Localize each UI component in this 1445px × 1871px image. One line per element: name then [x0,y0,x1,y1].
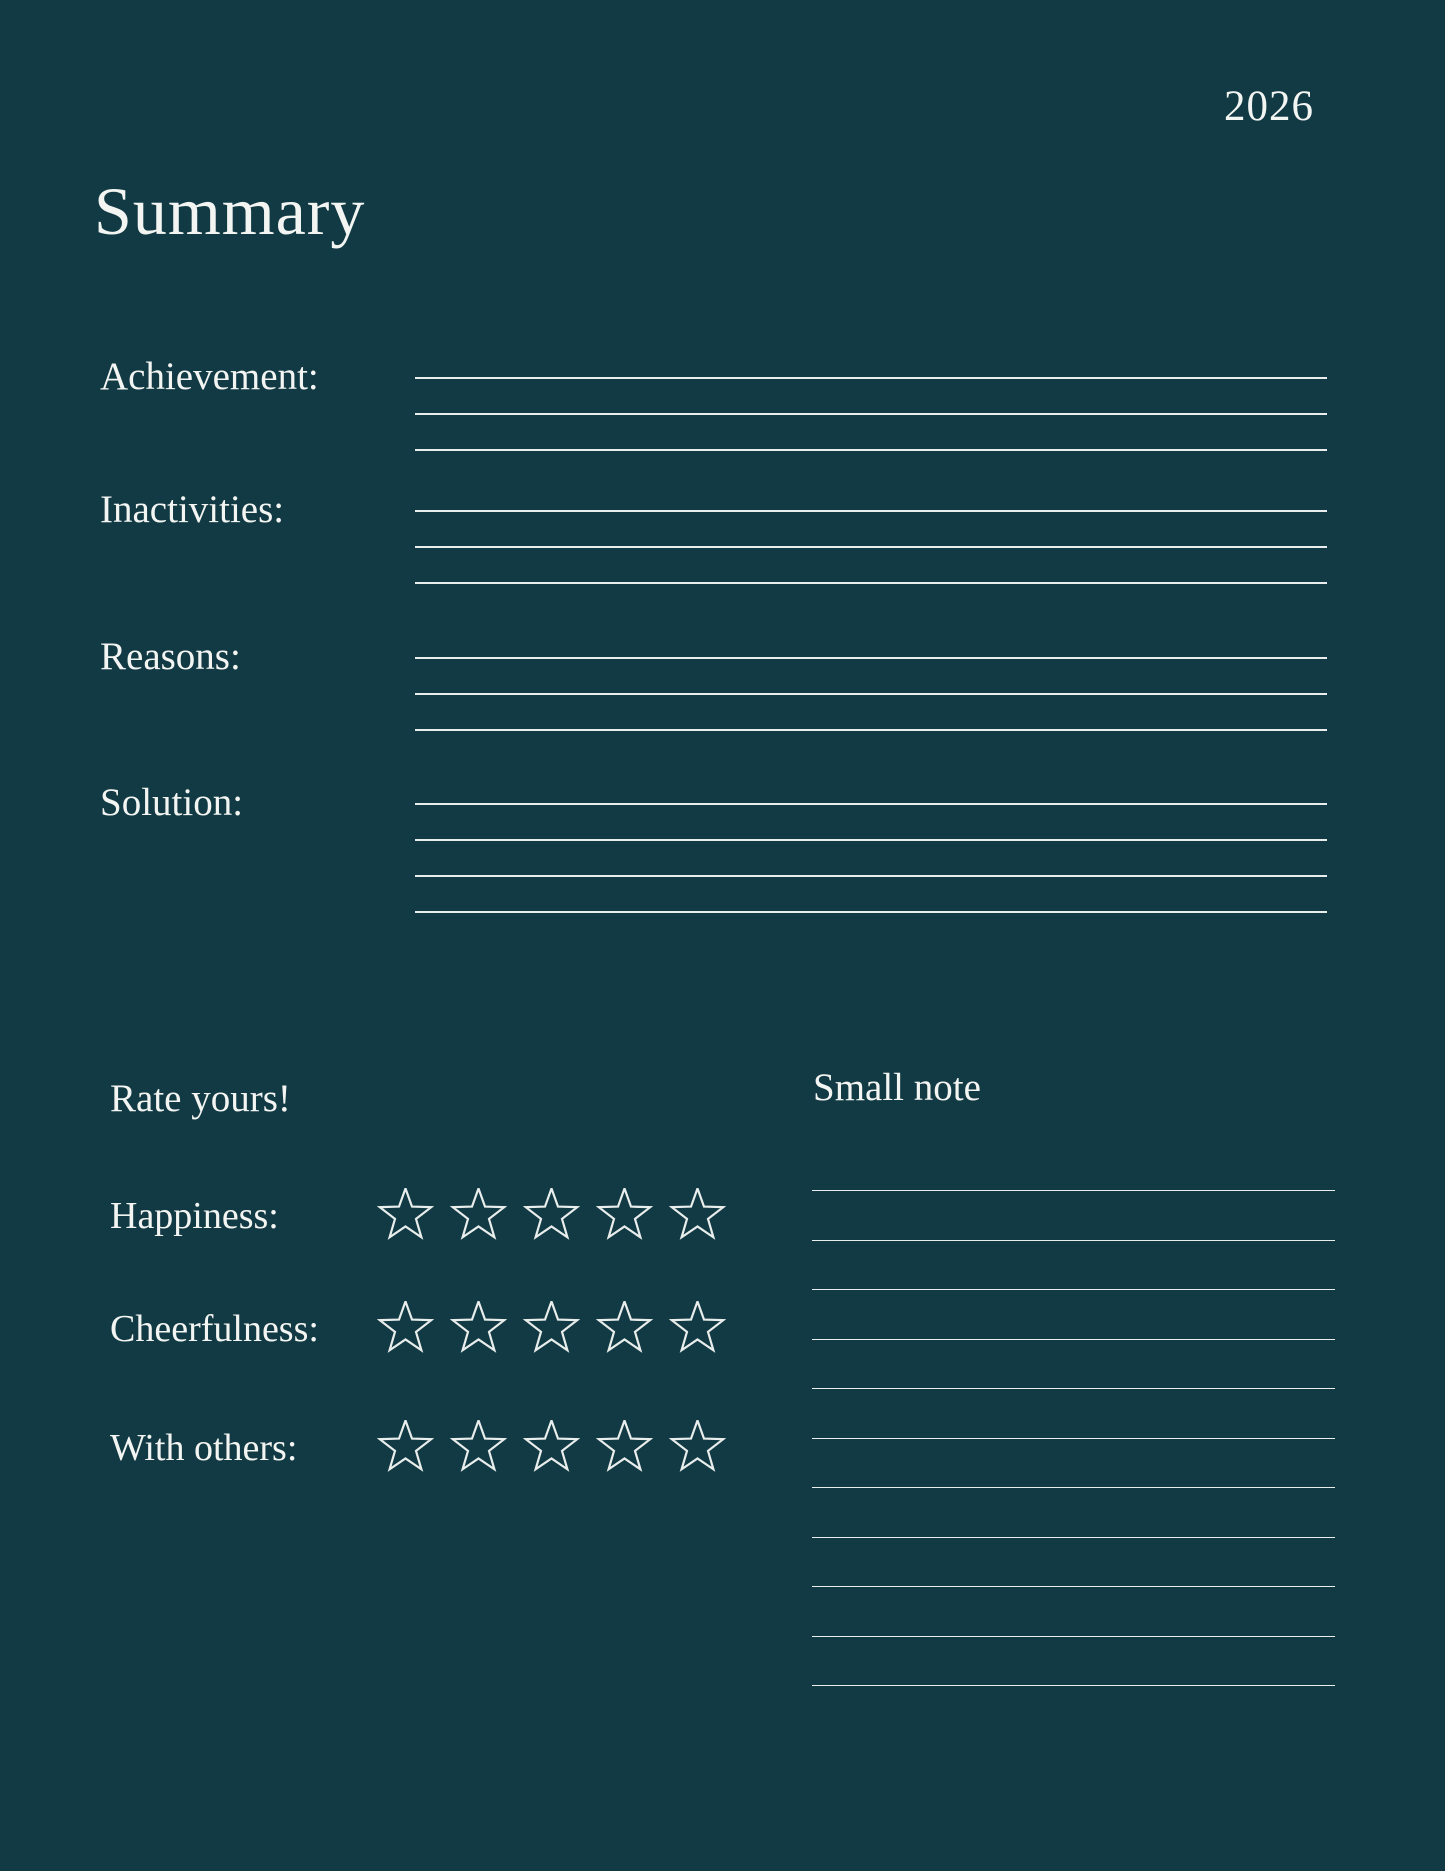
star-icon[interactable] [596,1420,653,1475]
small-note-line-4 [812,1338,1335,1340]
write-line-reasons-2 [415,693,1327,695]
small-note-line-8 [812,1536,1335,1538]
star-icon[interactable] [596,1301,653,1356]
star-rating-happiness [377,1188,726,1243]
section-label-solution: Solution: [100,781,244,824]
write-line-achievement-3 [415,449,1327,451]
star-icon[interactable] [523,1301,580,1356]
rating-label-cheerfulness: Cheerfulness: [110,1308,319,1350]
star-icon[interactable] [450,1301,507,1356]
section-label-reasons: Reasons: [100,635,241,678]
section-label-achievement: Achievement: [100,355,319,398]
write-line-solution-4 [415,911,1327,913]
star-icon[interactable] [669,1301,726,1356]
write-line-inactivities-1 [415,510,1327,512]
star-icon[interactable] [377,1301,434,1356]
small-note-line-10 [812,1635,1335,1637]
small-note-line-9 [812,1586,1335,1587]
write-line-reasons-1 [415,657,1327,659]
star-icon[interactable] [377,1188,434,1243]
star-icon[interactable] [377,1420,434,1475]
star-icon[interactable] [669,1420,726,1475]
small-note-line-3 [812,1289,1335,1290]
small-note-line-6 [812,1437,1335,1439]
star-icon[interactable] [596,1188,653,1243]
year-label: 2026 [1224,83,1314,130]
star-rating-cheerfulness [377,1301,726,1356]
small-note-line-2 [812,1239,1335,1241]
write-line-inactivities-3 [415,582,1327,584]
star-icon[interactable] [450,1420,507,1475]
write-line-achievement-1 [415,377,1327,379]
page-title: Summary [94,173,366,249]
rate-yours-heading: Rate yours! [110,1077,291,1120]
small-note-line-5 [812,1388,1335,1389]
star-icon[interactable] [523,1420,580,1475]
rating-label-happiness: Happiness: [110,1195,279,1237]
rating-label-with-others: With others: [110,1427,298,1469]
write-line-reasons-3 [415,729,1327,731]
small-note-line-11 [812,1685,1335,1686]
star-icon[interactable] [523,1188,580,1243]
star-icon[interactable] [450,1188,507,1243]
small-note-heading: Small note [813,1066,981,1109]
write-line-solution-3 [415,875,1327,877]
small-note-line-7 [812,1487,1335,1488]
write-line-solution-1 [415,803,1327,805]
small-note-line-1 [812,1190,1335,1191]
section-label-inactivities: Inactivities: [100,488,285,531]
star-rating-with-others [377,1420,726,1475]
write-line-inactivities-2 [415,546,1327,548]
write-line-solution-2 [415,839,1327,841]
write-line-achievement-2 [415,413,1327,415]
star-icon[interactable] [669,1188,726,1243]
